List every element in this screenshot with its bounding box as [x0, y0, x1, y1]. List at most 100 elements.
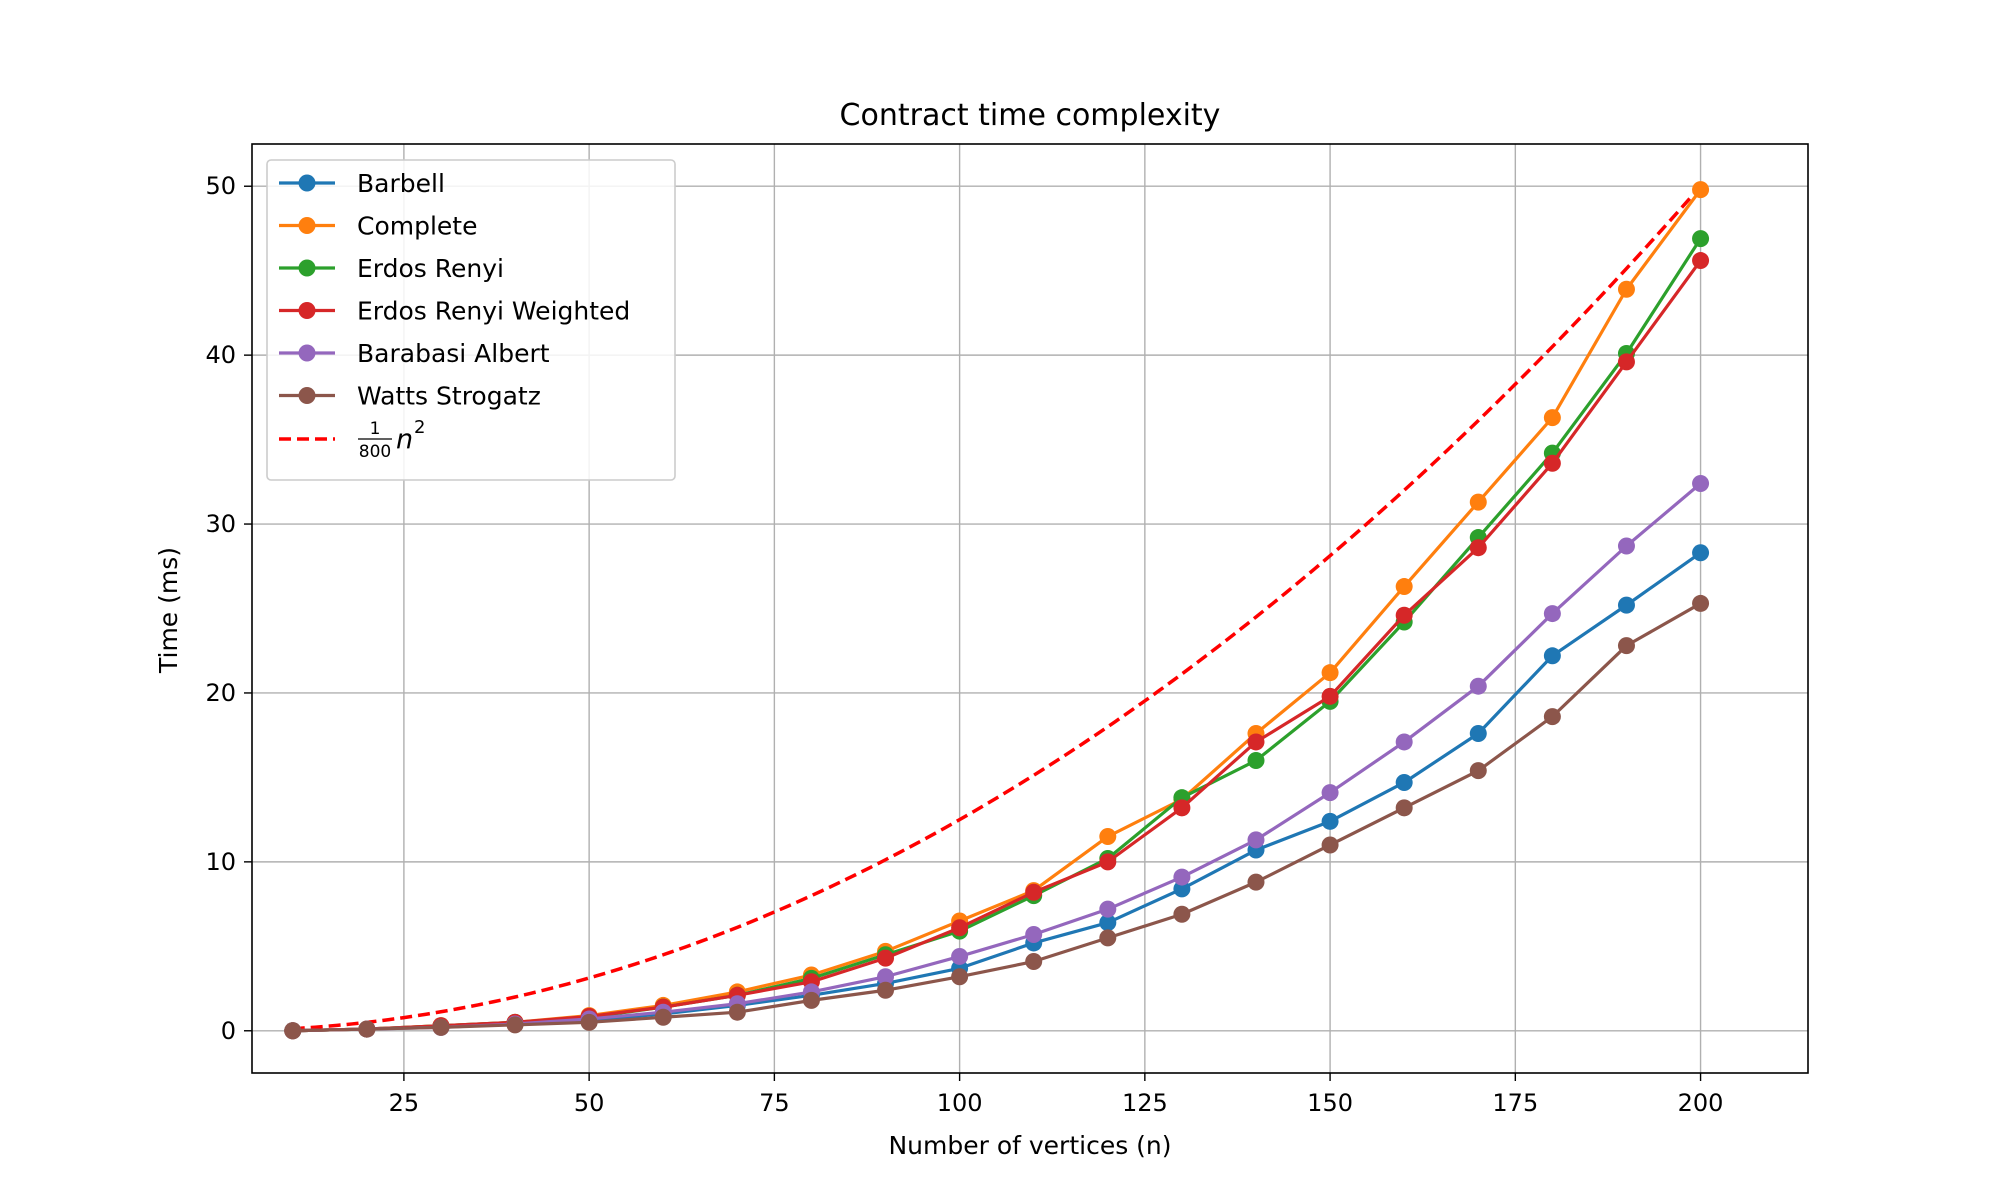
- legend-exponent: 2: [414, 417, 425, 438]
- data-point: [1173, 880, 1191, 898]
- data-point: [1247, 873, 1265, 891]
- legend-label: Complete: [357, 212, 477, 241]
- data-point: [358, 1020, 376, 1038]
- legend-item: Erdos Renyi: [279, 254, 504, 283]
- data-point: [1321, 836, 1339, 854]
- data-point: [284, 1022, 302, 1040]
- x-tick-label: 50: [574, 1089, 605, 1117]
- data-point: [1692, 181, 1710, 199]
- data-point: [1173, 905, 1191, 923]
- legend-swatch-marker: [298, 344, 316, 362]
- data-point: [1617, 353, 1635, 371]
- data-point: [728, 1003, 746, 1021]
- y-tick-label: 40: [205, 341, 236, 369]
- legend-box: [266, 159, 676, 481]
- legend-symbol: n: [396, 424, 413, 455]
- y-tick-label: 10: [205, 848, 236, 876]
- data-point: [1321, 687, 1339, 705]
- data-point: [951, 919, 969, 937]
- legend-label: Barbell: [357, 169, 445, 198]
- data-point: [1247, 831, 1265, 849]
- legend-fraction-denominator: 800: [359, 442, 391, 462]
- data-point: [654, 1008, 672, 1026]
- y-tick-label: 30: [205, 510, 236, 538]
- data-point: [1617, 637, 1635, 655]
- reference-curve-layer: [292, 185, 1702, 1031]
- legend-item: Watts Strogatz: [279, 382, 541, 411]
- data-point: [580, 1013, 598, 1031]
- legend-item: Barabasi Albert: [279, 339, 550, 368]
- y-tick-label: 0: [221, 1017, 236, 1045]
- x-tick-label: 25: [389, 1089, 420, 1117]
- data-point: [951, 947, 969, 965]
- data-point: [1543, 409, 1561, 427]
- data-point: [1469, 724, 1487, 742]
- series-line: [292, 602, 1702, 1033]
- data-point: [1543, 454, 1561, 472]
- data-point: [1247, 752, 1265, 770]
- data-point: [1543, 708, 1561, 726]
- data-point: [1321, 664, 1339, 682]
- y-tick-label: 50: [205, 172, 236, 200]
- series-watts-strogatz: [284, 594, 1710, 1040]
- data-point: [1025, 953, 1043, 971]
- data-point: [1617, 596, 1635, 614]
- legend-swatch-marker: [298, 259, 316, 277]
- data-point: [1395, 606, 1413, 624]
- data-point: [1099, 900, 1117, 918]
- legend: Barbell Complete Erdos Renyi Erdos Renyi We…: [266, 159, 676, 481]
- legend-label: Barabasi Albert: [357, 339, 550, 368]
- data-point: [1469, 539, 1487, 557]
- legend-swatch-marker: [298, 302, 316, 319]
- data-point: [1247, 733, 1265, 751]
- data-point: [1692, 594, 1710, 612]
- x-tick-label: 100: [937, 1089, 983, 1117]
- data-point: [877, 968, 895, 986]
- legend-item: Barbell: [279, 169, 445, 198]
- data-point: [1543, 647, 1561, 665]
- x-tick-label: 175: [1492, 1089, 1538, 1117]
- data-point: [1099, 914, 1117, 932]
- data-point: [1543, 605, 1561, 623]
- axis-ticks: 25 50 75 100 125 150 175 200 0 10 20 30 40 50: [205, 172, 1723, 1117]
- x-tick-label: 150: [1307, 1089, 1353, 1117]
- y-axis-label: Time (ms): [154, 547, 183, 674]
- data-point: [877, 949, 895, 967]
- data-point: [1099, 929, 1117, 947]
- data-point: [1617, 280, 1635, 298]
- data-point: [802, 991, 820, 1009]
- chart-title: Contract time complexity: [840, 98, 1221, 133]
- data-point: [1617, 537, 1635, 555]
- data-point: [1469, 762, 1487, 780]
- legend-label: Erdos Renyi: [357, 254, 504, 283]
- x-tick-label: 125: [1122, 1089, 1168, 1117]
- legend-swatch-marker: [298, 217, 316, 234]
- data-point: [1025, 883, 1043, 901]
- data-point: [1395, 773, 1413, 791]
- y-tick-label: 20: [205, 679, 236, 707]
- data-point: [1321, 784, 1339, 802]
- data-point: [1321, 812, 1339, 830]
- legend-fraction-numerator: 1: [370, 419, 381, 439]
- x-tick-label: 75: [759, 1089, 790, 1117]
- x-axis-label: Number of vertices (n): [888, 1131, 1171, 1160]
- data-point: [1469, 493, 1487, 511]
- legend-item: Erdos Renyi Weighted: [279, 297, 630, 326]
- x-tick-label: 200: [1678, 1089, 1724, 1117]
- series-line: [292, 259, 1702, 1033]
- data-point: [1099, 853, 1117, 871]
- data-point: [432, 1018, 450, 1036]
- legend-item-reference: 1 800 n 2: [279, 417, 425, 462]
- legend-swatch-marker: [298, 387, 316, 404]
- series-layer: [284, 181, 1710, 1040]
- legend-item: Complete: [279, 212, 477, 241]
- plot-frame: [251, 143, 1809, 1074]
- data-point: [1692, 252, 1710, 270]
- legend-label: Watts Strogatz: [357, 382, 541, 411]
- data-point: [506, 1016, 524, 1034]
- data-point: [1173, 868, 1191, 886]
- data-point: [1099, 828, 1117, 846]
- data-point: [1692, 475, 1710, 493]
